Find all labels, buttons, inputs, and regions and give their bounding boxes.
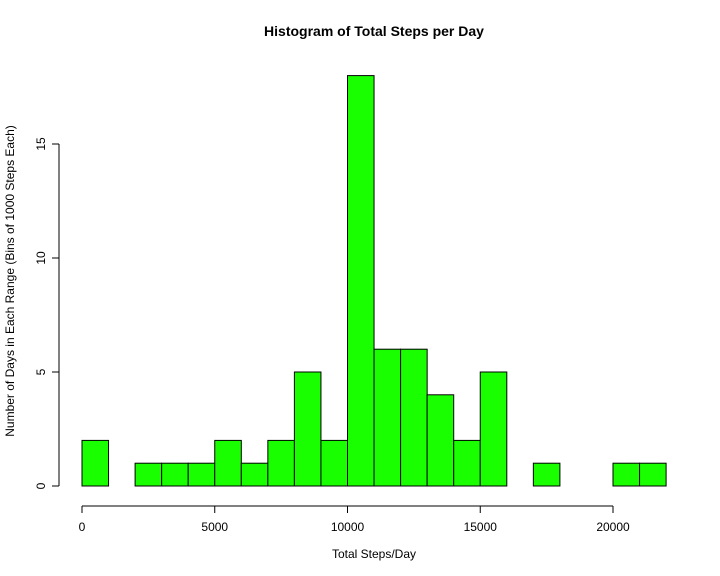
x-tick-label: 10000 [331, 520, 365, 534]
histogram-bar [161, 462, 189, 487]
histogram-bar [479, 371, 508, 487]
x-tick-label: 20000 [596, 520, 630, 534]
y-tick-label: 0 [34, 482, 48, 489]
histogram-bar [532, 462, 561, 487]
histogram-bar [240, 462, 269, 487]
x-tick-label: 0 [79, 520, 86, 534]
y-axis-label: Number of Days in Each Range (Bins of 10… [3, 125, 17, 437]
x-tick-label: 5000 [201, 520, 228, 534]
histogram-bar [453, 439, 481, 487]
histogram-bar [347, 75, 375, 487]
histogram-bar [134, 462, 163, 487]
histogram-bar [81, 439, 110, 487]
histogram-bar [639, 462, 667, 487]
y-tick-label: 5 [34, 368, 48, 375]
y-axis: 0 5 10 15 [34, 137, 60, 489]
y-tick-label: 10 [34, 251, 48, 265]
bars-group [81, 75, 667, 487]
histogram-bar [400, 348, 428, 487]
histogram-bar [320, 439, 349, 487]
histogram-bar [293, 371, 322, 487]
x-axis-label: Total Steps/Day [332, 547, 416, 561]
y-tick-label: 15 [34, 137, 48, 151]
histogram-bar [187, 462, 216, 487]
histogram-bar [373, 348, 402, 487]
histogram-bar [214, 439, 242, 487]
x-tick-label: 15000 [464, 520, 498, 534]
histogram-bar [426, 394, 455, 487]
histogram-bar [612, 462, 641, 487]
histogram-bar [267, 439, 295, 487]
chart-title: Histogram of Total Steps per Day [264, 23, 484, 39]
x-axis: 0 5000 10000 15000 20000 [79, 505, 630, 534]
